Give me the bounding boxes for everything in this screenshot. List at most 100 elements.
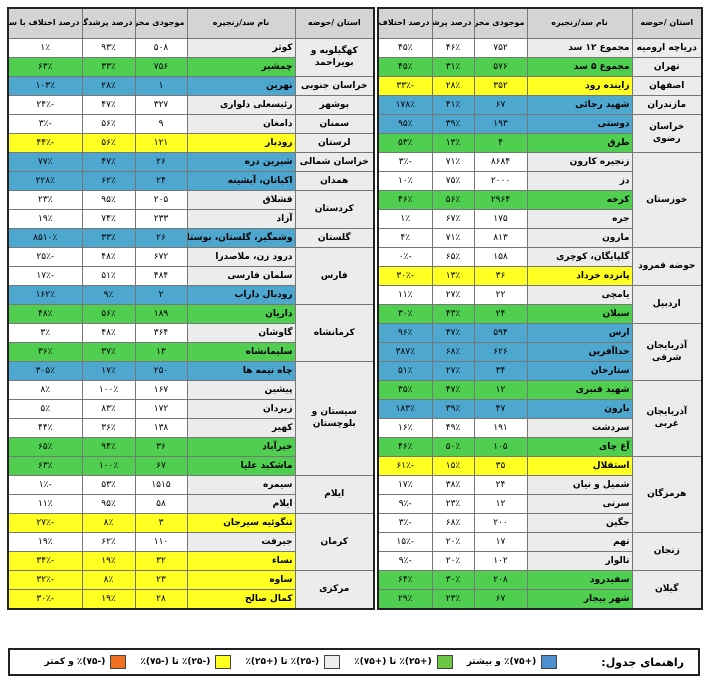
dam-name: تهم — [526, 531, 633, 552]
dam-name: زاینده رود — [526, 75, 633, 96]
column-header: درصد اختلاف با سال قبل — [7, 7, 83, 39]
storage: ۲۳ — [134, 569, 188, 590]
dam-row: دریاچه ارومیه مجموع ۱۲ سد ۷۵۲ ۴۶٪ ۴۵٪ — [377, 37, 703, 58]
dam-name: ارس — [526, 322, 633, 343]
legend-label: (-۷۵)٪ و کمتر — [44, 657, 106, 667]
dam-row: اصفهان زاینده رود ۳۵۲ ۲۸٪ -۳۳٪ — [377, 75, 703, 96]
dam-name: شمیل و نیان — [526, 474, 633, 495]
storage: ۵۰۸ — [134, 37, 188, 58]
dam-name: داریان — [186, 303, 296, 324]
dam-row: گیلان سفیدرود ۲۰۸ ۳۰٪ ۶۴٪ — [377, 569, 703, 609]
fill-percent: ۴۳٪ — [431, 303, 475, 324]
change-percent: -۱۵٪ — [377, 531, 433, 552]
storage: ۱ — [134, 75, 188, 96]
legend-swatch — [215, 655, 232, 669]
storage: ۳۶ — [473, 265, 528, 286]
storage: ۴۸۴ — [134, 265, 188, 286]
change-percent: ۱۰٪ — [377, 170, 433, 191]
change-percent: -۱٪ — [7, 474, 83, 495]
storage: ۲۴ — [473, 474, 528, 495]
storage: ۲۶ — [134, 151, 188, 172]
fill-percent: ۳۳٪ — [81, 56, 136, 77]
change-percent: ۱٪ — [377, 208, 433, 229]
storage: ۱۷۵ — [473, 208, 528, 229]
dam-name: سبلان — [526, 303, 633, 324]
fill-percent: ۱۰۰٪ — [81, 379, 136, 400]
dam-name: پیشین — [186, 379, 296, 400]
storage: ۱۵۸ — [473, 246, 528, 267]
storage: ۵۸ — [134, 493, 188, 514]
fill-percent: ۵۰٪ — [431, 436, 475, 457]
fill-percent: ۲۸٪ — [81, 75, 136, 96]
column-header: نام سد/زنجیره — [186, 7, 296, 39]
storage: ۳ — [134, 512, 188, 533]
change-percent: ۱۷۸٪ — [377, 94, 433, 115]
province-cell: مرکزی — [294, 569, 375, 609]
dam-row: چمشیر ۷۵۶ ۳۳٪ ۶۳٪ — [7, 56, 374, 77]
change-percent: -۳٪ — [377, 151, 433, 172]
dam-row: جیرفت ۱۱۰ ۶۲٪ ۱۹٪ — [7, 531, 374, 552]
legend-item: (-۲۵)٪ تا (+۲۵)٪ — [245, 655, 341, 669]
legend-label: (+۷۵)٪ و بیشتر — [466, 657, 537, 667]
storage: ۴ — [473, 132, 528, 153]
change-percent: -۶۱٪ — [377, 455, 433, 476]
province-cell: تهران — [631, 56, 703, 77]
dam-name: رئیسعلی دلواری — [186, 94, 296, 115]
province-cell: هرمزگان — [631, 455, 703, 533]
legend-swatch — [541, 655, 558, 669]
province-cell: سیستان و بلوچستان — [294, 360, 375, 476]
change-percent: -۳٪ — [7, 113, 83, 134]
storage: ۱۷۲ — [134, 398, 188, 419]
change-percent: ۱۶٪ — [377, 417, 433, 438]
fill-percent: ۵۶٪ — [81, 132, 136, 153]
fill-percent: ۶۵٪ — [431, 246, 475, 267]
storage: ۴۷ — [473, 398, 528, 419]
storage: ۱۱۰ — [134, 531, 188, 552]
change-percent: -۳٪ — [377, 512, 433, 533]
storage: ۳۶۴ — [134, 322, 188, 343]
column-header: درصد پرشدگی — [81, 7, 136, 39]
fill-percent: ۲۳٪ — [431, 493, 475, 514]
storage: ۲۰۵ — [134, 189, 188, 210]
dam-row: زنجان تهم ۱۷ ۲۰٪ -۱۵٪ — [377, 531, 703, 571]
change-percent: ۱۷٪ — [377, 474, 433, 495]
change-percent: ۱۱٪ — [7, 493, 83, 514]
fill-percent: ۷۱٪ — [431, 227, 475, 248]
storage: ۱۶۷ — [134, 379, 188, 400]
dam-name: شهید رجائی — [526, 94, 633, 115]
storage: ۲۴ — [134, 170, 188, 191]
legend-item: (-۲۵)٪ تا (-۷۵)٪ — [140, 655, 232, 669]
dam-row: زیردان ۱۷۲ ۸۳٪ ۵٪ — [7, 398, 374, 419]
dam-row: کهگیلویه و بویراحمد کوثر ۵۰۸ ۹۳٪ ۱٪ — [7, 37, 375, 77]
province-cell: کهگیلویه و بویراحمد — [294, 37, 375, 77]
change-percent: -۹٪ — [377, 550, 433, 571]
dam-name: طرق — [526, 132, 633, 153]
province-cell: لرستان — [294, 132, 375, 153]
province-cell: خوزستان — [631, 151, 703, 248]
fill-percent: ۲۷٪ — [431, 360, 475, 381]
fill-percent: ۵۶٪ — [81, 303, 136, 324]
change-percent: ۱۰۳٪ — [7, 75, 83, 96]
storage: ۱۵۱۵ — [134, 474, 188, 495]
province-cell: خراسان شمالی — [294, 151, 375, 172]
fill-percent: ۱۳٪ — [431, 265, 475, 286]
dam-name: اکباتان، آبشینه — [186, 170, 296, 191]
storage: ۸۶۸۴ — [473, 151, 528, 172]
dam-name: سلمان فارسی — [186, 265, 296, 286]
fill-percent: ۱۵٪ — [431, 455, 475, 476]
dam-name: قشلاق — [186, 189, 296, 210]
dam-name: مجموع ۱۲ سد — [526, 37, 633, 58]
dam-name: زیردان — [186, 398, 296, 419]
dam-row: ایلام سیمره ۱۵۱۵ ۵۳٪ -۱٪ — [7, 474, 375, 514]
fill-percent: ۷۵٪ — [431, 170, 475, 191]
change-percent: ۱۹٪ — [7, 531, 83, 552]
dam-name: جیرفت — [186, 531, 296, 552]
fill-percent: ۴۱٪ — [431, 94, 475, 115]
change-percent: ۲۳٪ — [7, 189, 83, 210]
storage: ۲۳۳ — [134, 208, 188, 229]
dam-row: جره ۱۷۵ ۶۷٪ ۱٪ — [377, 208, 702, 229]
province-cell: کرمانشاه — [294, 303, 375, 362]
dam-row: کرمان تنگوئیه سیرجان ۳ ۸٪ -۲۷٪ — [7, 512, 375, 571]
